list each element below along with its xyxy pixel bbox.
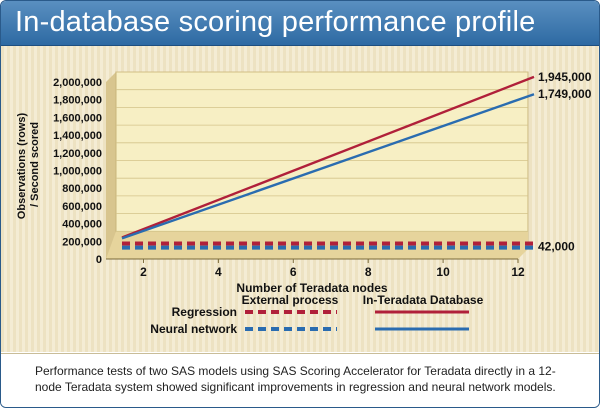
legend-label-neural-network: Neural network — [150, 322, 237, 336]
page-title: In-database scoring performance profile — [15, 6, 536, 38]
y-tick-label: 1,800,000 — [53, 95, 102, 107]
legend-header-external: External process — [242, 293, 339, 307]
x-axis-ticks: 2 4 6 8 10 12 — [140, 259, 525, 279]
y-tick-label: 1,600,000 — [53, 112, 102, 124]
y-tick-label: 2,000,000 — [53, 77, 102, 89]
x-axis-label: Number of Teradata nodes — [236, 281, 387, 295]
y-axis-label-line-1: Observations (rows) — [16, 113, 28, 220]
caption-box: Performance tests of two SAS models usin… — [1, 353, 599, 407]
chart-area: 0 200,000 400,000 600,000 800,000 1,000,000 1,… — [1, 46, 599, 352]
legend: External process In-Teradata Database Re… — [150, 293, 483, 336]
y-tick-label: 200,000 — [62, 236, 102, 248]
y-axis-ticks: 0 200,000 400,000 600,000 800,000 1,000,000 1,… — [53, 77, 518, 266]
plot-side-wall — [106, 72, 116, 259]
y-tick-label: 0 — [96, 254, 102, 266]
line-chart: 0 200,000 400,000 600,000 800,000 1,000,000 1,… — [1, 46, 599, 352]
y-tick-label: 600,000 — [62, 201, 102, 213]
y-tick-label: 1,400,000 — [53, 130, 102, 142]
annotation-label: 1,945,000 — [538, 70, 592, 84]
series-line-neural-network-in-db — [121, 93, 535, 240]
x-tick-label: 8 — [365, 265, 372, 279]
series-line-regression-in-db — [121, 75, 535, 239]
y-tick-label: 400,000 — [62, 219, 102, 231]
caption-text: Performance tests of two SAS models usin… — [35, 364, 556, 394]
annotation-label: 42,000 — [538, 239, 575, 253]
annotations: 1,945,000 1,749,000 42,000 — [538, 70, 592, 253]
x-tick-label: 6 — [290, 265, 297, 279]
legend-header-in-db: In-Teradata Database — [363, 293, 484, 307]
x-tick-label: 4 — [215, 265, 222, 279]
y-axis-label-line-2: / Second scored — [29, 122, 41, 207]
legend-label-regression: Regression — [172, 305, 237, 319]
series-lines — [121, 75, 535, 250]
y-axis-label: Observations (rows) / Second scored — [16, 110, 41, 219]
y-tick-label: 800,000 — [62, 183, 102, 195]
y-tick-label: 1,200,000 — [53, 148, 102, 160]
y-tick-label: 1,000,000 — [53, 166, 102, 178]
title-bar: In-database scoring performance profile — [1, 1, 599, 46]
annotation-label: 1,749,000 — [538, 87, 592, 101]
x-tick-label: 2 — [140, 265, 147, 279]
x-tick-label: 12 — [511, 265, 525, 279]
x-tick-label: 10 — [436, 265, 450, 279]
